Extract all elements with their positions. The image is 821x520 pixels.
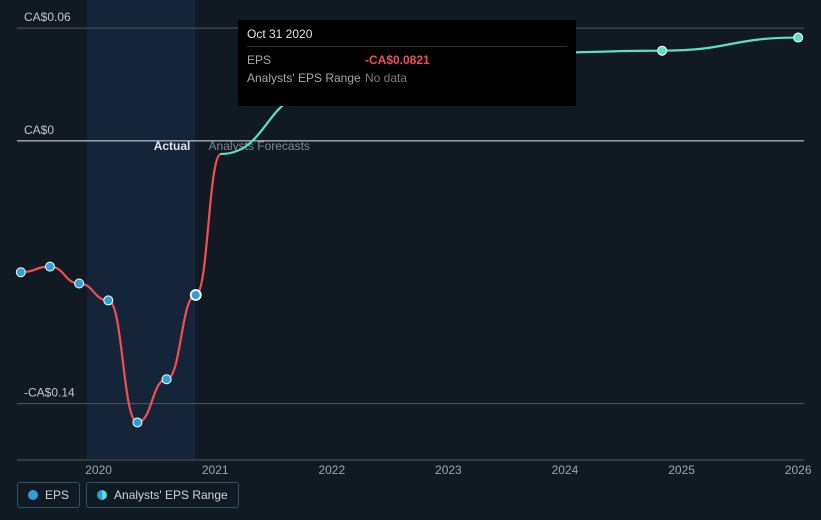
- svg-text:2024: 2024: [552, 463, 579, 477]
- svg-text:2026: 2026: [785, 463, 812, 477]
- chart-tooltip: Oct 31 2020 EPS-CA$0.0821Analysts' EPS R…: [238, 20, 576, 106]
- svg-text:2021: 2021: [202, 463, 229, 477]
- svg-text:Actual: Actual: [154, 139, 191, 153]
- svg-text:CA$0.06: CA$0.06: [24, 10, 71, 24]
- tooltip-value: -CA$0.0821: [365, 53, 430, 67]
- legend-item[interactable]: EPS: [17, 482, 80, 508]
- svg-text:2023: 2023: [435, 463, 462, 477]
- tooltip-key: Analysts' EPS Range: [247, 71, 365, 85]
- legend-item[interactable]: Analysts' EPS Range: [86, 482, 239, 508]
- legend-label: EPS: [45, 488, 69, 502]
- tooltip-row: EPS-CA$0.0821: [247, 51, 567, 69]
- legend-swatch-icon: [97, 490, 107, 500]
- tooltip-date: Oct 31 2020: [247, 27, 567, 47]
- tooltip-key: EPS: [247, 53, 365, 67]
- svg-text:-CA$0.14: -CA$0.14: [24, 386, 75, 400]
- legend-swatch-icon: [28, 490, 38, 500]
- eps-chart: CA$0.06 CA$0 -CA$0.14 Actual Analysts Foreca…: [0, 0, 821, 520]
- svg-text:2025: 2025: [668, 463, 695, 477]
- svg-text:2020: 2020: [85, 463, 112, 477]
- svg-text:Analysts Forecasts: Analysts Forecasts: [209, 139, 310, 153]
- chart-legend: EPS Analysts' EPS Range: [17, 482, 239, 508]
- tooltip-row: Analysts' EPS RangeNo data: [247, 69, 567, 87]
- svg-text:2022: 2022: [318, 463, 345, 477]
- svg-text:CA$0: CA$0: [24, 123, 54, 137]
- legend-label: Analysts' EPS Range: [114, 488, 228, 502]
- tooltip-value: No data: [365, 71, 407, 85]
